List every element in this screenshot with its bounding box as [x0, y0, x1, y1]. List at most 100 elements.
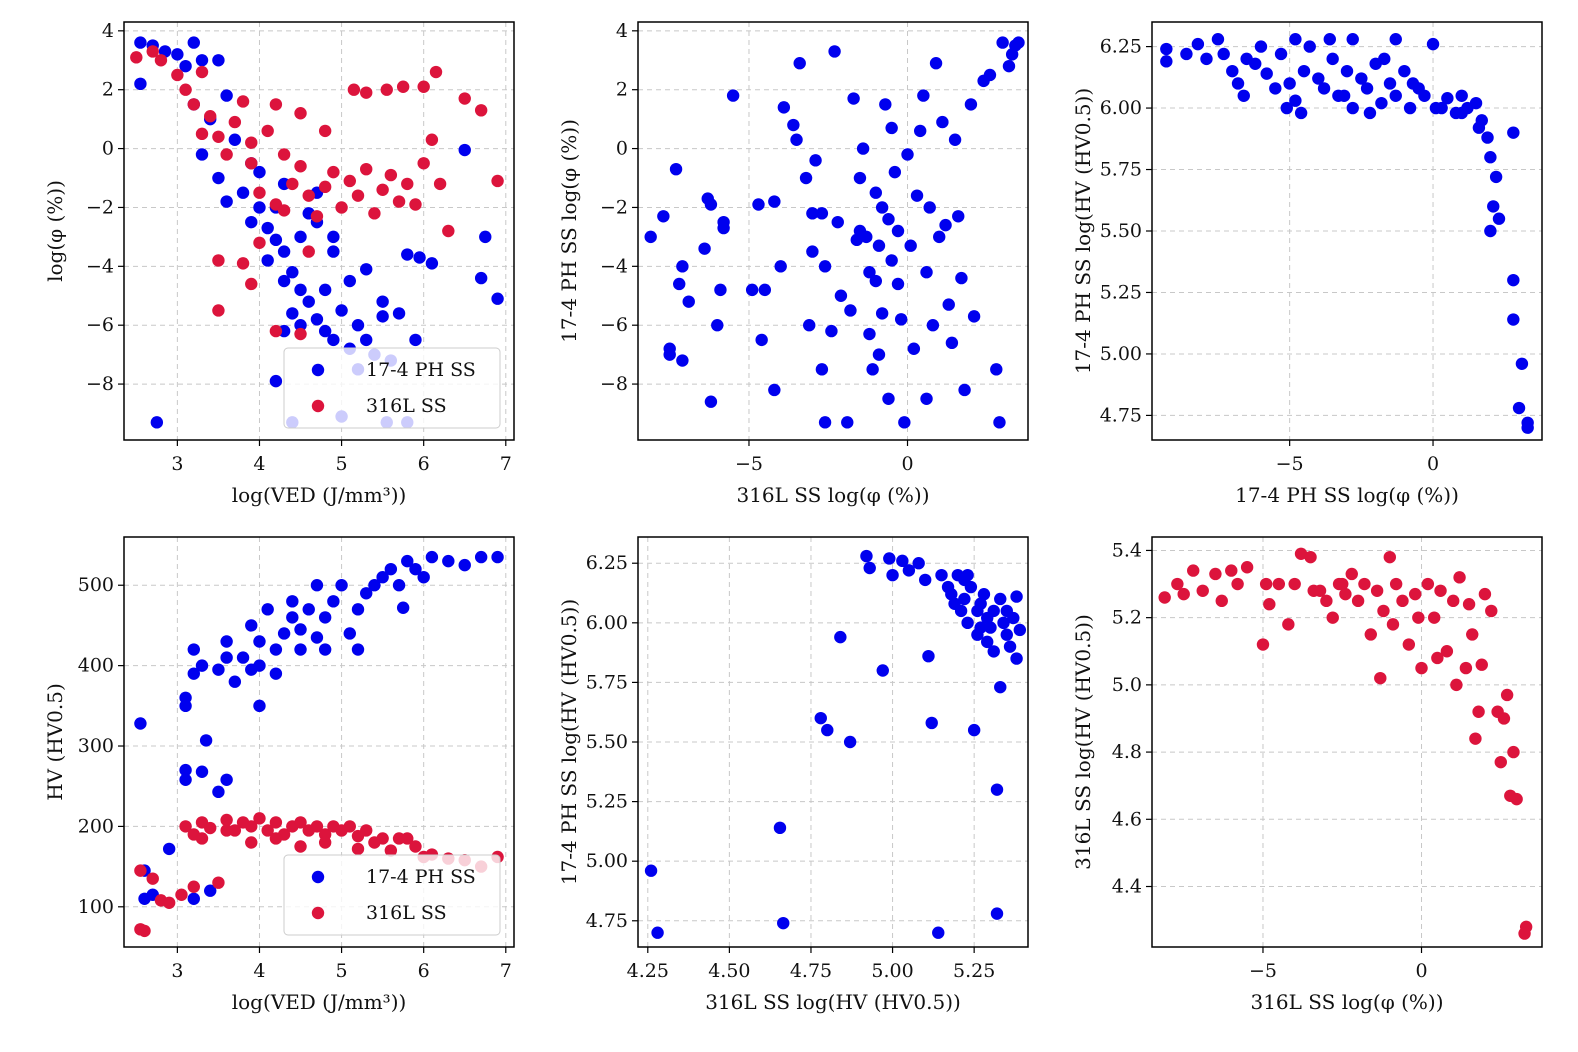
data-point-316l	[1462, 598, 1476, 611]
data-point-17-4ph	[875, 201, 889, 214]
data-point-17-4ph	[1003, 640, 1017, 653]
data-point-17-4ph	[1418, 89, 1431, 102]
data-point-17-4ph	[413, 251, 426, 264]
data-point-17-4ph	[1398, 64, 1411, 78]
data-point-17-4ph	[898, 416, 911, 429]
data-point-17-4ph	[360, 333, 373, 347]
data-point-316l	[277, 204, 291, 217]
data-point-316l	[1158, 591, 1171, 604]
y-tick-label: 100	[78, 896, 114, 918]
data-point-17-4ph	[923, 201, 936, 214]
data-point-316l	[1510, 792, 1523, 806]
data-point-316l	[474, 104, 488, 117]
data-point-17-4ph	[458, 143, 471, 157]
data-point-17-4ph	[1289, 33, 1302, 46]
data-point-316l	[253, 186, 266, 199]
data-point-17-4ph	[401, 248, 414, 261]
data-point-17-4ph	[863, 561, 876, 575]
data-point-316l	[360, 824, 373, 837]
data-point-17-4ph	[294, 643, 307, 656]
data-point-17-4ph	[945, 336, 959, 350]
y-tick-label: 500	[78, 574, 114, 596]
data-point-316l	[204, 821, 217, 835]
data-point-17-4ph	[834, 630, 847, 644]
y-tick-label: 5.2	[1112, 607, 1142, 629]
data-point-17-4ph	[228, 675, 242, 688]
x-tick-label: 5	[336, 960, 348, 982]
data-point-316l	[343, 174, 356, 188]
data-point-17-4ph	[977, 588, 991, 601]
x-tick-label: 4.75	[790, 960, 832, 982]
y-tick-label: −2	[600, 196, 628, 218]
data-point-17-4ph	[717, 221, 730, 235]
data-point-17-4ph	[261, 221, 274, 235]
data-point-316l	[245, 820, 258, 833]
data-point-17-4ph	[1160, 42, 1173, 56]
legend-marker	[311, 906, 325, 920]
y-tick-label: 5.25	[1100, 281, 1142, 303]
data-point-316l	[277, 148, 291, 161]
data-point-17-4ph	[187, 892, 200, 905]
data-point-316l	[1339, 587, 1352, 601]
y-tick-label: −8	[86, 373, 114, 395]
data-point-316l	[401, 832, 414, 845]
data-point-17-4ph	[425, 257, 439, 270]
data-point-17-4ph	[1426, 37, 1440, 51]
data-point-17-4ph	[1191, 37, 1205, 51]
data-point-17-4ph	[1484, 224, 1497, 238]
data-point-17-4ph	[261, 254, 274, 267]
y-tick-label: −2	[86, 196, 114, 218]
data-point-17-4ph	[869, 186, 883, 199]
data-point-17-4ph	[409, 562, 422, 576]
data-point-316l	[335, 201, 348, 214]
data-point-316l	[392, 195, 406, 208]
legend-box	[283, 854, 501, 936]
data-point-17-4ph	[236, 651, 250, 664]
data-point-17-4ph	[1269, 82, 1282, 95]
data-point-17-4ph	[942, 298, 955, 311]
data-point-316l	[245, 277, 258, 291]
data-point-17-4ph	[806, 245, 819, 258]
data-point-316l	[1259, 577, 1273, 591]
data-point-17-4ph	[396, 601, 410, 614]
y-tick-label: 4.4	[1112, 876, 1142, 898]
data-point-316l	[401, 177, 414, 191]
y-tick-label: 6.00	[586, 612, 628, 634]
data-point-17-4ph	[1303, 40, 1316, 53]
data-point-17-4ph	[294, 283, 307, 297]
data-point-17-4ph	[698, 242, 711, 255]
data-point-316l	[220, 148, 233, 161]
data-point-17-4ph	[179, 773, 192, 786]
data-point-17-4ph	[644, 230, 657, 244]
data-point-17-4ph	[1280, 101, 1293, 115]
data-point-17-4ph	[958, 383, 971, 397]
data-point-316l	[1431, 651, 1444, 665]
subplot-6: −5 0 4.4 4.6 4.8 5.0 5.2 5.4 316L SS log(φ (%)) 3…	[1071, 536, 1543, 1014]
data-point-17-4ph	[847, 92, 860, 105]
data-point-316l	[376, 183, 389, 196]
data-point-17-4ph	[651, 926, 664, 939]
x-tick-label: 0	[1427, 453, 1439, 475]
data-point-17-4ph	[844, 304, 857, 317]
data-point-17-4ph	[1211, 33, 1225, 46]
data-point-17-4ph	[277, 274, 291, 288]
data-point-316l	[1415, 661, 1428, 675]
data-point-17-4ph	[644, 864, 658, 877]
data-point-316l	[253, 236, 266, 249]
data-point-17-4ph	[984, 621, 997, 634]
data-point-316l	[360, 86, 373, 99]
data-point-17-4ph	[253, 659, 266, 672]
data-point-316l	[1377, 604, 1390, 618]
data-point-316l	[294, 327, 307, 341]
data-point-17-4ph	[245, 619, 258, 632]
data-point-316l	[1304, 550, 1317, 564]
data-point-17-4ph	[990, 363, 1003, 376]
data-point-17-4ph	[875, 307, 889, 320]
data-point-17-4ph	[1441, 92, 1454, 105]
data-point-316l	[269, 816, 283, 829]
data-point-17-4ph	[1383, 77, 1397, 90]
data-point-17-4ph	[1180, 47, 1193, 61]
data-point-17-4ph	[1487, 200, 1500, 213]
data-point-17-4ph	[974, 597, 987, 610]
data-point-316l	[204, 109, 217, 123]
